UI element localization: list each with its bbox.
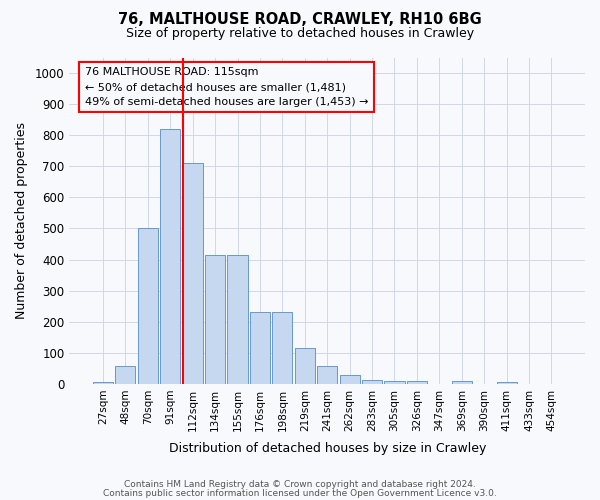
Bar <box>93 382 113 384</box>
Bar <box>138 228 158 384</box>
Text: Contains public sector information licensed under the Open Government Licence v3: Contains public sector information licen… <box>103 490 497 498</box>
Text: 76 MALTHOUSE ROAD: 115sqm
← 50% of detached houses are smaller (1,481)
49% of se: 76 MALTHOUSE ROAD: 115sqm ← 50% of detac… <box>85 68 368 107</box>
Bar <box>407 381 427 384</box>
Bar <box>182 163 203 384</box>
Bar <box>362 380 382 384</box>
Bar <box>160 129 181 384</box>
Y-axis label: Number of detached properties: Number of detached properties <box>15 122 28 319</box>
Bar <box>340 374 360 384</box>
Bar <box>497 382 517 384</box>
Bar <box>317 366 337 384</box>
Text: 76, MALTHOUSE ROAD, CRAWLEY, RH10 6BG: 76, MALTHOUSE ROAD, CRAWLEY, RH10 6BG <box>118 12 482 28</box>
Bar <box>250 312 270 384</box>
Bar <box>385 381 404 384</box>
Bar <box>115 366 136 384</box>
X-axis label: Distribution of detached houses by size in Crawley: Distribution of detached houses by size … <box>169 442 486 455</box>
Bar <box>205 255 225 384</box>
Text: Contains HM Land Registry data © Crown copyright and database right 2024.: Contains HM Land Registry data © Crown c… <box>124 480 476 489</box>
Bar <box>452 381 472 384</box>
Bar <box>272 312 292 384</box>
Text: Size of property relative to detached houses in Crawley: Size of property relative to detached ho… <box>126 28 474 40</box>
Bar <box>227 255 248 384</box>
Bar <box>295 348 315 384</box>
